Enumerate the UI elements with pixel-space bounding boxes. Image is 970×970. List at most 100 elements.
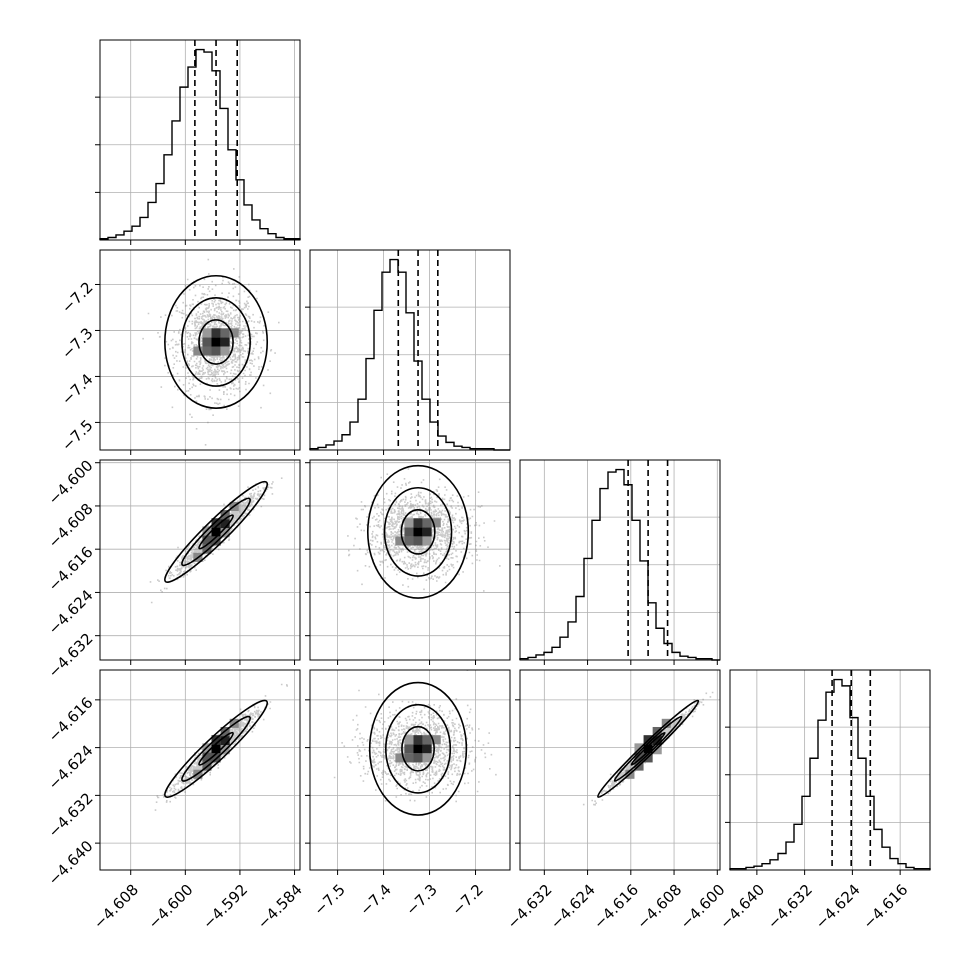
density-cell <box>404 536 414 546</box>
density-cell <box>634 752 644 762</box>
density-cell <box>211 536 221 546</box>
density-cell <box>634 743 644 753</box>
contour-level-2 <box>368 681 468 816</box>
density-cell <box>413 744 423 754</box>
density-cell <box>211 337 221 347</box>
sample-points <box>347 468 501 592</box>
density-cell <box>422 518 432 528</box>
scatter-points <box>149 477 283 604</box>
density-cell <box>395 536 405 546</box>
y-tick-label: −7.5 <box>58 416 96 454</box>
scatter-panel-3-2 <box>519 669 721 871</box>
panel-frame <box>519 669 721 871</box>
x-tick-label: −4.616 <box>859 881 911 933</box>
density-cell <box>413 536 423 546</box>
contour-level-1 <box>181 297 251 387</box>
x-tick-label: −4.624 <box>812 881 864 933</box>
y-tick-label: −4.616 <box>45 694 97 746</box>
x-tick-label: −7.4 <box>356 881 394 919</box>
contour-level-1 <box>181 497 251 567</box>
x-tick-label: −7.2 <box>448 881 486 919</box>
panel-frame <box>309 249 511 451</box>
x-tick-label: −4.640 <box>716 881 768 933</box>
x-tick-label: −4.632 <box>764 881 816 933</box>
x-tick-label: −4.584 <box>254 881 306 933</box>
density-cell <box>202 346 212 356</box>
y-tick-label: −4.624 <box>45 741 97 793</box>
scatter-panel-3-1 <box>309 669 511 871</box>
panel-frame <box>519 459 721 661</box>
scatter-points <box>347 464 501 599</box>
density-cell <box>422 753 432 763</box>
scatter-points <box>333 670 497 816</box>
density-cell <box>220 328 230 338</box>
y-tick-label: −4.608 <box>45 500 97 552</box>
y-tick-label: −4.616 <box>45 543 97 595</box>
scatter-points <box>154 683 288 811</box>
histogram-series-1 <box>309 258 510 451</box>
density-cell <box>202 544 212 554</box>
contour-level-0 <box>198 731 234 766</box>
x-tick-label: −7.3 <box>402 881 440 919</box>
contour-level-1 <box>613 715 683 782</box>
density-cell <box>220 346 230 356</box>
panel-frame <box>99 39 301 241</box>
hist-panel-1 <box>305 249 511 451</box>
density-cell <box>422 735 432 745</box>
density-cell <box>202 337 212 347</box>
density-cell <box>404 527 414 537</box>
panel-frame <box>309 669 511 871</box>
x-tick-label: −4.608 <box>633 881 685 933</box>
contour-level-0 <box>630 731 666 766</box>
scatter-points <box>142 258 280 446</box>
panel-frame <box>99 249 301 451</box>
density-cell <box>422 744 432 754</box>
density-cell <box>220 519 230 529</box>
density-cell <box>413 527 423 537</box>
x-tick-label: −4.608 <box>90 881 142 933</box>
density-cell <box>431 735 441 745</box>
density-cell <box>643 744 653 754</box>
hist-panel-3 <box>725 669 931 871</box>
histogram-series-3 <box>729 678 931 870</box>
panel-frame <box>99 669 301 871</box>
density-cell <box>211 518 221 528</box>
density-cell <box>202 328 212 338</box>
density-cell <box>202 752 212 762</box>
density-cell <box>193 346 203 356</box>
contour-level-2 <box>366 464 470 599</box>
density-cell <box>404 744 414 754</box>
y-tick-label: −4.600 <box>45 457 97 509</box>
hist-panel-0 <box>95 39 301 241</box>
x-tick-label: −4.616 <box>590 881 642 933</box>
density-cell <box>422 536 432 546</box>
density-cell <box>211 346 221 356</box>
density-cell <box>413 753 423 763</box>
density-cell <box>413 518 423 528</box>
contour-level-1 <box>383 486 453 577</box>
density-cell <box>220 337 230 347</box>
y-tick-label: −4.640 <box>45 837 97 889</box>
density-cell <box>431 518 441 528</box>
contour-level-0 <box>198 514 234 550</box>
contour-level-0 <box>400 509 436 555</box>
hist-panel-2 <box>515 459 721 661</box>
panel-frame <box>309 459 511 661</box>
density-cell <box>211 527 221 537</box>
density-cell <box>395 753 405 763</box>
contour-level-1 <box>181 715 251 782</box>
contour-level-0 <box>198 319 234 365</box>
density-cell <box>220 736 230 746</box>
y-tick-label: −4.624 <box>45 586 97 638</box>
density-cell <box>652 736 662 746</box>
x-tick-label: −4.624 <box>547 881 599 933</box>
panel-frame <box>729 669 931 871</box>
scatter-panel-3-0 <box>99 669 301 871</box>
contour-level-0 <box>401 725 435 772</box>
density-cell <box>413 735 423 745</box>
density-cell <box>211 328 221 338</box>
y-tick-label: −7.3 <box>58 324 96 362</box>
y-tick-label: −7.4 <box>58 370 96 408</box>
scatter-panel-2-0 <box>99 459 301 661</box>
